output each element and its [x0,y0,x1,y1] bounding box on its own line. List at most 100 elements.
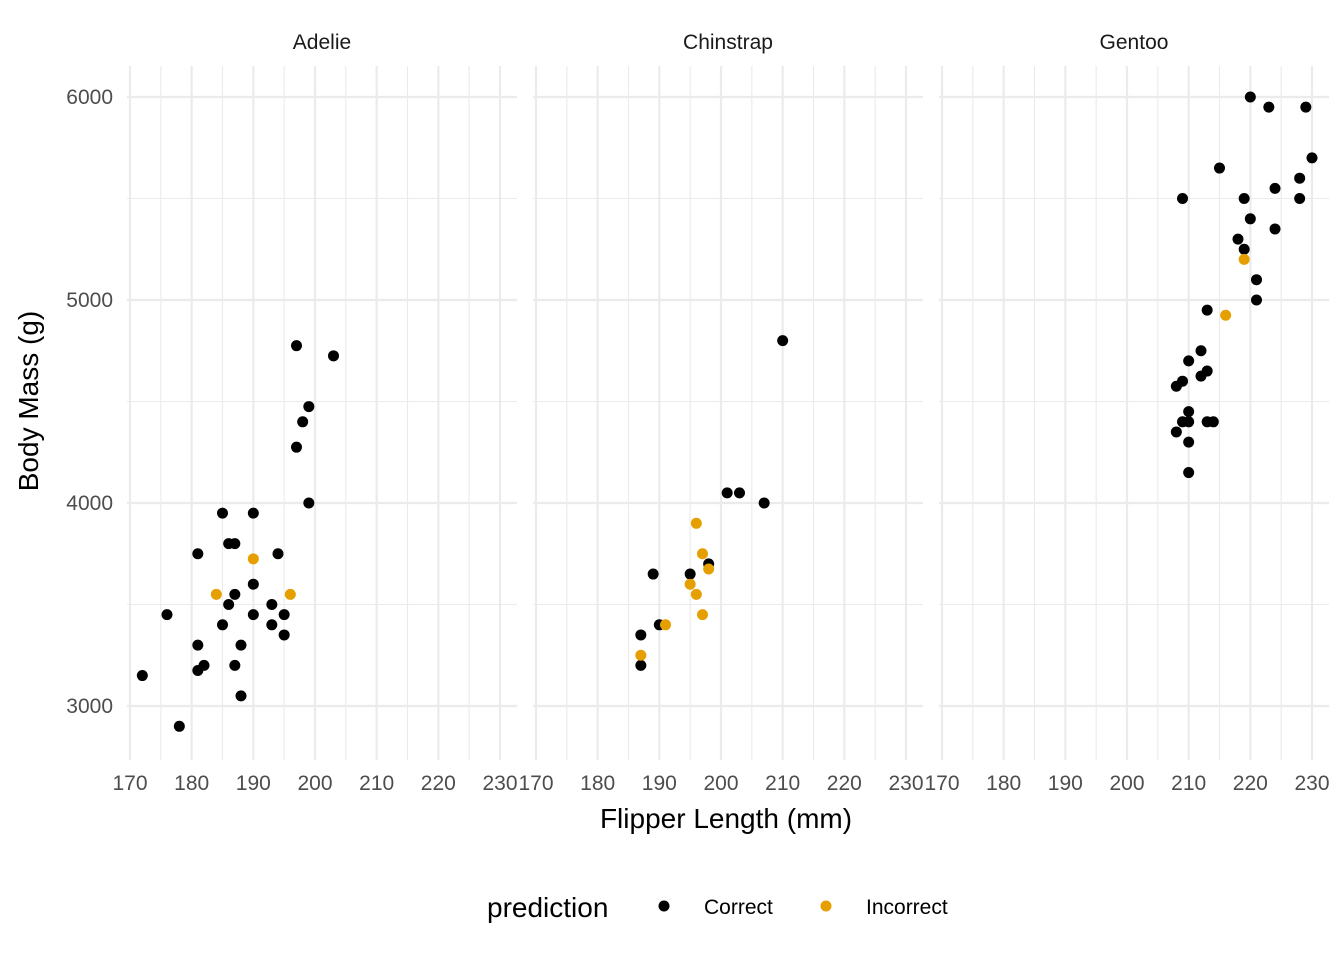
x-axis-title: Flipper Length (mm) [600,803,852,834]
x-tick-label: 220 [827,772,862,795]
data-point-correct [303,401,315,413]
x-tick-label: 200 [703,772,738,795]
data-point-correct [1238,193,1250,204]
x-tick-label: 190 [642,772,677,795]
y-axis: 3000 4000 5000 6000 [66,86,113,718]
data-point-correct [173,720,185,732]
legend-key-incorrect [820,900,832,912]
data-point-incorrect [697,609,708,621]
data-point-correct [303,497,315,509]
x-tick-label: 220 [421,772,456,795]
data-point-correct [1294,172,1306,184]
data-point-correct [278,609,290,621]
data-point-correct [247,507,259,519]
y-tick-label: 3000 [66,695,113,718]
data-point-correct [758,497,770,509]
data-point-correct [1238,243,1250,255]
data-point-correct [647,568,659,580]
data-point-correct [1294,193,1306,204]
x-tick-label: 180 [174,772,209,795]
data-point-correct [328,350,339,362]
x-tick-label: 210 [359,772,394,795]
legend-label-correct: Correct [704,896,773,919]
data-point-incorrect [284,588,296,600]
legend-key-correct [658,900,670,912]
data-point-correct [291,441,302,453]
data-point-correct [1306,152,1318,164]
data-point-incorrect [684,578,696,590]
x-tick-label: 170 [112,772,147,795]
data-point-correct [635,629,647,641]
data-point-correct [1201,365,1213,377]
data-point-correct [229,538,241,550]
y-tick-label: 6000 [66,86,113,109]
data-point-correct [272,548,284,560]
data-point-correct [684,568,696,580]
data-point-correct [198,659,210,671]
data-point-correct [235,690,247,702]
data-point-correct [1183,436,1195,448]
data-point-correct [734,487,745,499]
x-tick-label: 220 [1233,772,1268,795]
data-point-correct [161,609,173,621]
data-point-correct [1195,345,1207,357]
data-point-correct [1269,223,1281,235]
data-point-correct [1183,467,1195,479]
data-point-correct [192,548,204,560]
data-point-incorrect [210,588,222,600]
x-tick-label: 180 [580,772,615,795]
y-tick-label: 5000 [66,289,113,312]
y-tick-label: 4000 [66,492,113,515]
data-point-correct [1263,101,1275,113]
x-tick-label: 200 [297,772,332,795]
data-point-incorrect [635,649,647,661]
data-point-correct [266,619,278,631]
x-tick-label: 210 [765,772,800,795]
x-tick-label: 230 [482,772,517,795]
data-point-correct [1177,375,1188,387]
facet-panels: Adelie Chinstrap Gentoo [127,31,1329,760]
x-tick-label: 230 [888,772,923,795]
data-points [136,91,1318,732]
data-point-correct [1214,162,1225,174]
data-point-correct [235,639,247,651]
x-tick-label: 170 [518,772,553,795]
facet-panel-gentoo: Gentoo [939,31,1329,760]
data-point-correct [1207,416,1219,428]
data-point-correct [1232,233,1244,245]
data-point-correct [278,629,290,641]
data-point-correct [229,588,241,600]
x-axis: 170 180 190 200 210 220 230 170 180 190 200 210 220 2… [112,772,1329,795]
data-point-correct [247,609,259,621]
data-point-correct [1201,304,1213,316]
data-point-correct [297,416,309,428]
facet-label-chinstrap: Chinstrap [683,31,773,54]
data-point-correct [1177,193,1188,204]
data-point-correct [1244,213,1256,225]
data-point-incorrect [690,517,702,529]
facet-label-adelie: Adelie [293,31,351,54]
x-tick-label: 170 [924,772,959,795]
data-point-correct [266,599,278,610]
legend-label-incorrect: Incorrect [866,896,948,919]
data-point-incorrect [247,553,259,565]
data-point-incorrect [660,619,671,631]
data-point-correct [635,659,647,671]
data-point-correct [721,487,733,499]
data-point-correct [1244,91,1256,103]
legend-title: prediction [487,892,608,923]
data-point-incorrect [697,548,708,560]
facet-panel-adelie: Adelie [127,31,517,760]
data-point-correct [136,670,148,682]
data-point-correct [1251,294,1262,306]
data-point-incorrect [690,588,702,600]
data-point-correct [1183,416,1195,428]
data-point-correct [217,619,228,631]
data-point-correct [1300,101,1312,113]
data-point-incorrect [1220,309,1232,321]
data-point-correct [1183,406,1195,418]
data-point-correct [192,639,204,651]
data-point-correct [223,599,235,610]
x-tick-label: 190 [1048,772,1083,795]
